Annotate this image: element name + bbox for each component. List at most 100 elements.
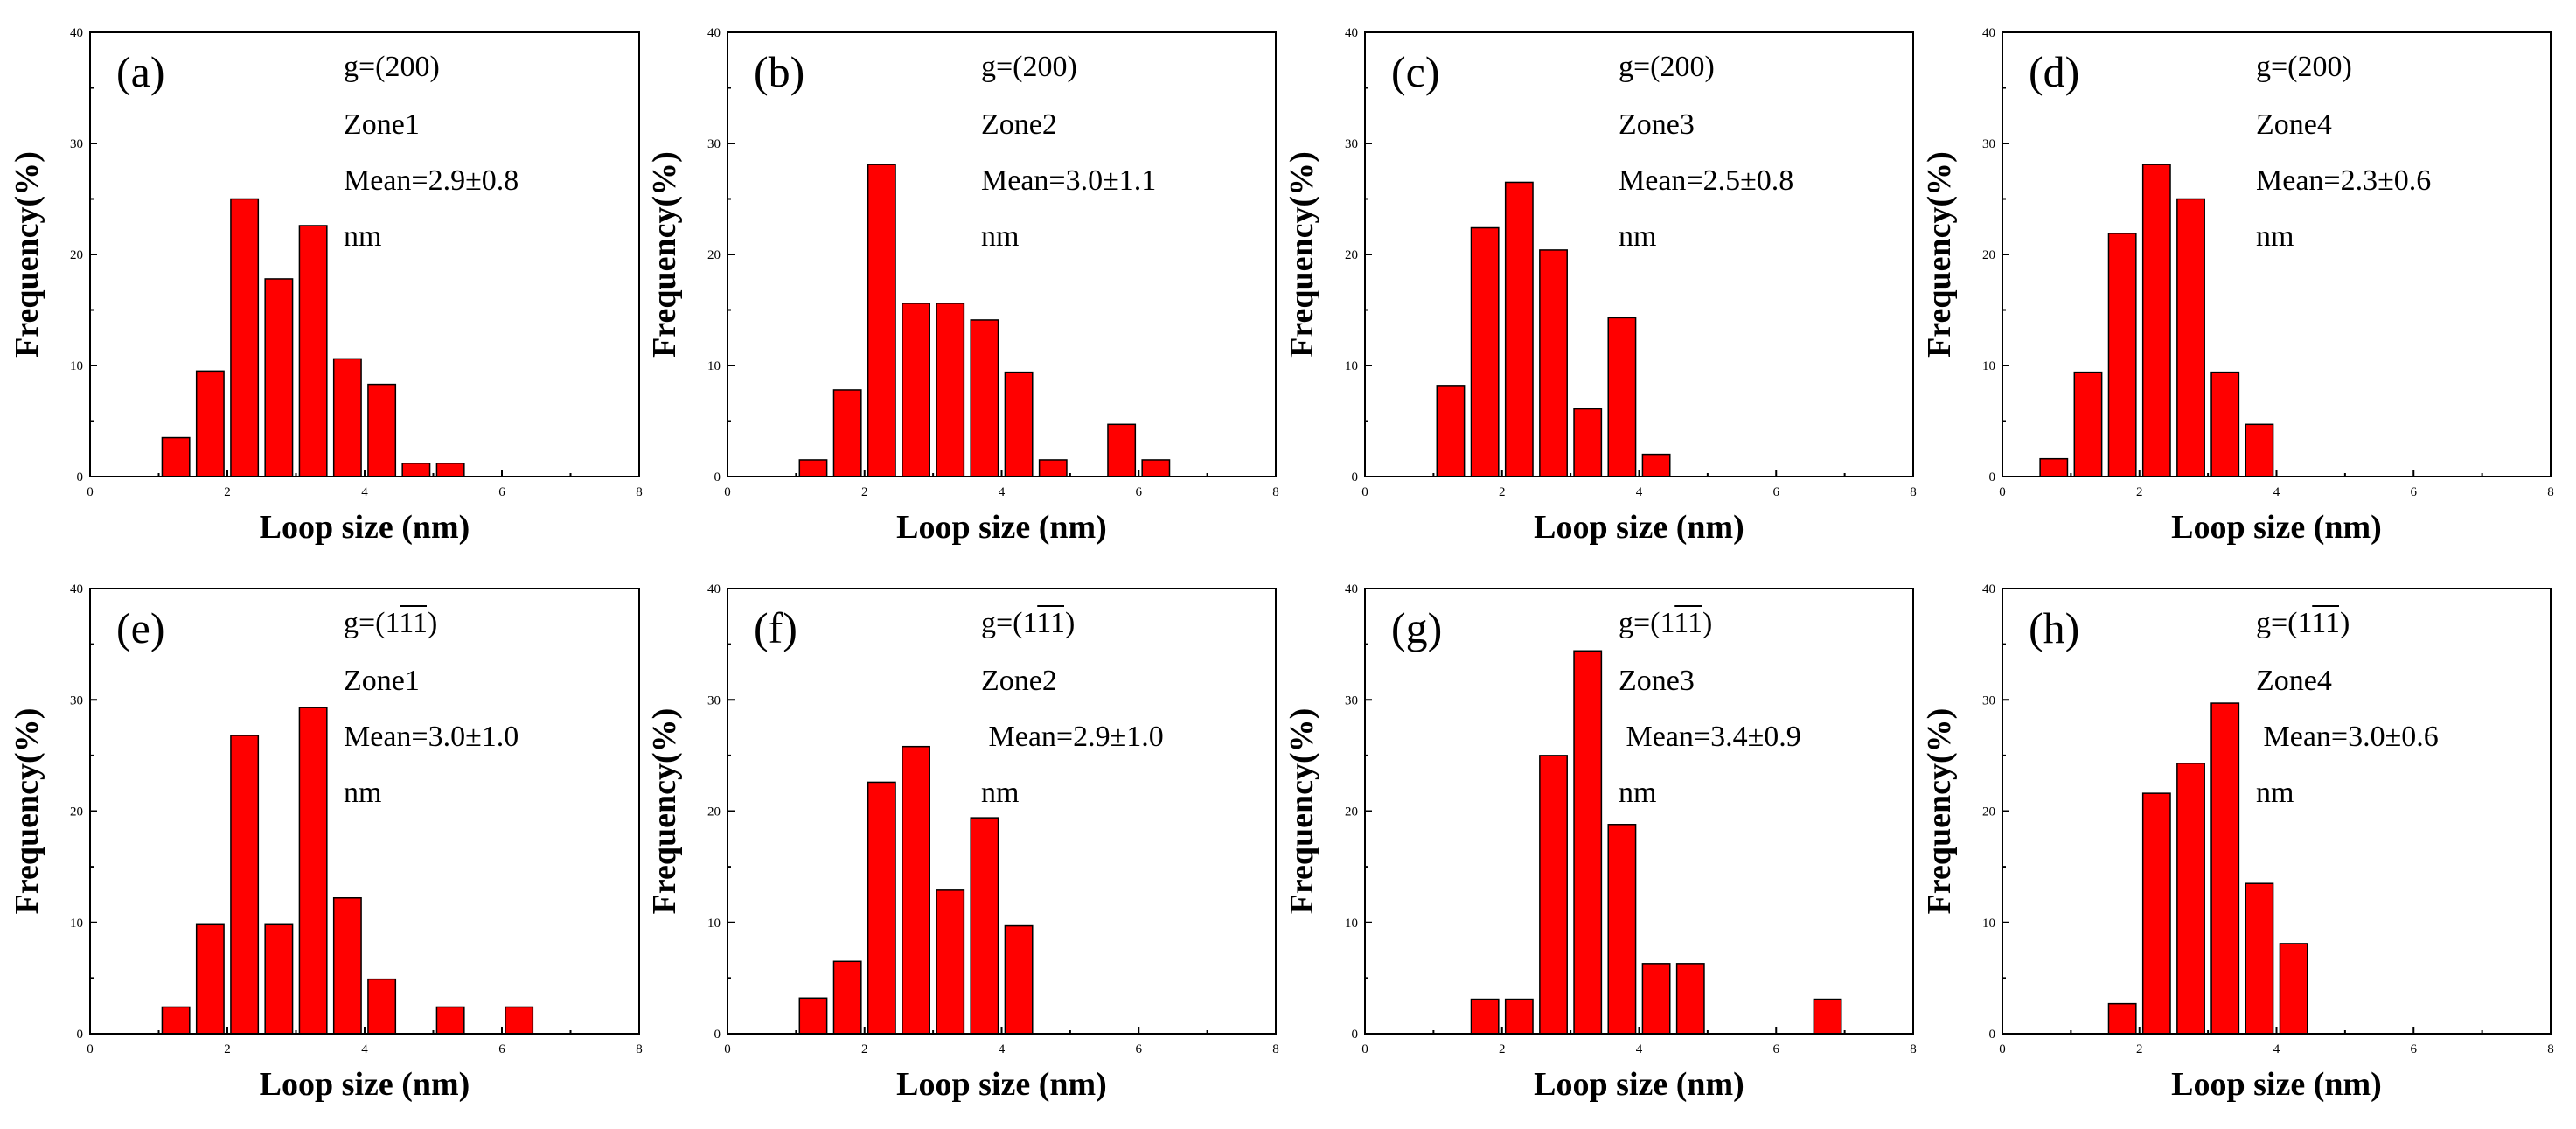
- panel-a-bar-5: [332, 358, 362, 477]
- panel-c-xtick-label-4: 8: [1910, 485, 1917, 499]
- panel-d-xtick-label-0: 0: [1999, 485, 2006, 499]
- panel-g-xtick-label-1: 2: [1499, 1042, 1506, 1056]
- panel-h-xtick-label-4: 8: [2547, 1042, 2554, 1056]
- panel-h-ytick-label-1: 10: [1982, 916, 1995, 930]
- panel-c-bar-1: [1470, 226, 1500, 477]
- panel-b-label: (b): [754, 47, 804, 96]
- panel-h-ytick-label-2: 20: [1982, 805, 1995, 819]
- panel-e-bar-6: [367, 978, 397, 1035]
- panel-a-g-vector: g=(200): [344, 51, 440, 83]
- panel-b-bar-1: [832, 389, 862, 477]
- panel-e-xtick-label-2: 4: [361, 1042, 368, 1056]
- panel-a-bar-1: [195, 370, 225, 477]
- panel-b-ytick-label-2: 20: [707, 248, 721, 262]
- panel-b-ylabel: Frequency(%): [646, 151, 683, 358]
- panel-h-g-vector-prefix: g=(1: [2256, 607, 2311, 639]
- panel-f-bar-4: [936, 889, 965, 1035]
- panel-g: 0 2 4 6 8 0 10 20 30 40 Loop size (nm) Frequency(%)…: [1284, 582, 1917, 1103]
- panel-f: 0 2 4 6 8 0 10 20 30 40 Loop size (nm) Frequency(%)…: [646, 582, 1279, 1103]
- panel-c-mean: Mean=2.5±0.8: [1619, 164, 1793, 197]
- panel-g-unit: nm: [1619, 777, 1656, 809]
- panel-g-ytick-label-1: 10: [1345, 916, 1358, 930]
- panel-a-ytick-label-0: 0: [77, 470, 84, 484]
- panel-h-xlabel: Loop size (nm): [2171, 1066, 2382, 1103]
- panel-f-bar-3: [902, 745, 930, 1035]
- panel-e-zone: Zone1: [344, 665, 420, 697]
- panel-a-bar-2: [230, 198, 260, 477]
- panel-f-bar-6: [1004, 924, 1034, 1035]
- panel-g-xlabel: Loop size (nm): [1534, 1066, 1744, 1103]
- panel-h-bar-4: [2245, 882, 2274, 1035]
- panel-a-xtick-label-4: 8: [636, 485, 643, 499]
- panel-b-mean: Mean=3.0±1.1: [981, 164, 1156, 197]
- panel-e-unit: nm: [344, 777, 381, 809]
- panel-e-ytick-label-2: 20: [70, 805, 83, 819]
- panel-g-ytick-label-4: 40: [1345, 582, 1358, 596]
- panel-c-bar-2: [1504, 181, 1534, 477]
- panel-h-xtick-label-1: 2: [2136, 1042, 2143, 1056]
- panel-g-ytick-label-3: 30: [1345, 693, 1358, 707]
- panel-d-bar-5: [2210, 371, 2240, 477]
- panel-e-xlabel: Loop size (nm): [260, 1066, 470, 1103]
- panel-b-xtick-label-0: 0: [724, 485, 731, 499]
- panel-h-g-vector: g=(111): [2256, 607, 2350, 639]
- panel-f-xtick-label-4: 8: [1272, 1042, 1279, 1056]
- panel-g-mean: Mean=3.4±0.9: [1619, 721, 1801, 753]
- panel-e-ytick-label-3: 30: [70, 693, 83, 707]
- panel-a-ytick-label-3: 30: [70, 137, 83, 151]
- panel-b-ytick-label-4: 40: [707, 26, 721, 40]
- panel-f-xtick-label-2: 4: [999, 1042, 1006, 1056]
- panel-a-zone: Zone1: [344, 108, 420, 141]
- panel-d-ytick-label-1: 10: [1982, 359, 1995, 373]
- panel-e-bar-2: [230, 735, 260, 1035]
- panel-e-ytick-label-1: 10: [70, 916, 83, 930]
- panel-e-bar-0: [161, 1006, 191, 1035]
- panel-c-xtick-label-3: 6: [1773, 485, 1780, 499]
- panel-a-unit: nm: [344, 220, 381, 253]
- panel-d-bar-0: [2039, 457, 2069, 477]
- panel-b-xlabel: Loop size (nm): [896, 509, 1107, 546]
- panel-e-bar-4: [298, 707, 328, 1035]
- panel-g-g-vector: g=(111): [1619, 607, 1712, 639]
- panel-c-bar-5: [1607, 317, 1637, 477]
- panel-b-bar-8: [1107, 423, 1137, 477]
- panel-b-g-vector: g=(200): [981, 51, 1077, 83]
- panel-f-g-vector-overbar-digits: 11: [1036, 607, 1065, 639]
- panel-f-mean: Mean=2.9±1.0: [981, 721, 1164, 753]
- panel-d-bar-4: [2176, 198, 2205, 477]
- panel-d-bar-6: [2245, 423, 2274, 477]
- panel-g-bar-6: [1675, 963, 1705, 1035]
- panel-a-bar-7: [401, 463, 431, 477]
- panel-b-bar-3: [902, 303, 930, 477]
- panel-b-bar-4: [936, 303, 965, 477]
- panel-d-label: (d): [2029, 47, 2079, 96]
- panel-a-bar-6: [367, 383, 397, 477]
- panel-c-xtick-label-1: 2: [1499, 485, 1506, 499]
- panel-e-xtick-label-4: 8: [636, 1042, 643, 1056]
- panel-g-bar-1: [1504, 998, 1534, 1035]
- panel-h-frame: [2002, 588, 2552, 1035]
- panel-e-bar-1: [195, 923, 225, 1035]
- panel-g-xtick-label-4: 8: [1910, 1042, 1917, 1056]
- panel-a-bar-4: [298, 225, 328, 477]
- panel-h-bar-1: [2141, 792, 2171, 1035]
- panel-h-g-vector-overbar-digits: 11: [2311, 607, 2340, 639]
- panel-e-mean: Mean=3.0±1.0: [344, 721, 519, 753]
- panel-e-g-vector-suffix: ): [428, 607, 437, 639]
- panel-f-bar-0: [798, 997, 828, 1035]
- panel-h: 0 2 4 6 8 0 10 20 30 40 Loop size (nm) Frequency(%)…: [1921, 582, 2554, 1103]
- panel-h-mean: Mean=3.0±0.6: [2256, 721, 2439, 753]
- panel-a-bar-3: [264, 278, 294, 477]
- panel-g-bar-4: [1607, 824, 1637, 1035]
- panel-a-ytick-label-4: 40: [70, 26, 83, 40]
- panel-c-bar-6: [1641, 453, 1671, 477]
- panel-a: 0 2 4 6 8 0 10 20 30 40 Loop size (nm) Frequency(%)…: [9, 26, 643, 546]
- panel-a-xtick-label-1: 2: [224, 485, 231, 499]
- panel-f-zone: Zone2: [981, 665, 1057, 697]
- panel-c-xlabel: Loop size (nm): [1534, 509, 1744, 546]
- panel-d-xtick-label-1: 2: [2136, 485, 2143, 499]
- panel-a-ytick-label-2: 20: [70, 248, 83, 262]
- panel-a-mean: Mean=2.9±0.8: [344, 164, 519, 197]
- panel-h-xtick-label-2: 4: [2273, 1042, 2280, 1056]
